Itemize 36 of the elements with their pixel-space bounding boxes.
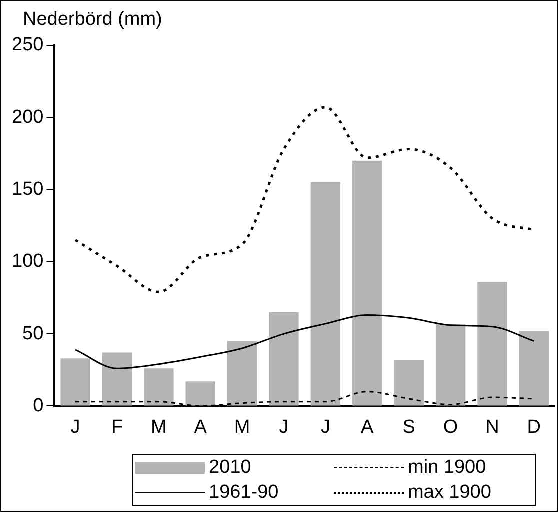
legend-label: 2010 xyxy=(209,456,252,478)
y-tick-label: 200 xyxy=(12,106,44,128)
y-tick-label: 250 xyxy=(12,34,44,56)
x-tick-label: J xyxy=(320,416,330,438)
bar xyxy=(227,341,258,406)
legend-label: max 1900 xyxy=(408,482,492,504)
bar xyxy=(352,160,382,406)
x-tick-label: M xyxy=(151,416,167,438)
y-tick-label: 50 xyxy=(22,323,44,344)
legend-label: min 1900 xyxy=(408,456,486,478)
bar xyxy=(102,352,132,406)
x-tick-label: F xyxy=(111,416,124,438)
bar xyxy=(60,358,90,406)
bar xyxy=(519,331,550,406)
bar xyxy=(144,368,174,406)
bar xyxy=(394,360,424,406)
x-tick-label: A xyxy=(361,416,374,438)
x-tick-label: D xyxy=(527,416,542,438)
y-tick-label: 150 xyxy=(12,178,44,200)
x-tick-label: O xyxy=(443,416,458,438)
legend-label: 1961-90 xyxy=(209,482,279,504)
bar xyxy=(436,324,466,406)
x-tick-label: N xyxy=(486,416,500,438)
bar xyxy=(186,382,216,406)
y-axis-title: Nederbörd (mm) xyxy=(23,9,162,31)
bar xyxy=(478,282,508,406)
y-tick-label: 0 xyxy=(33,395,44,416)
line-series xyxy=(74,314,535,370)
bar xyxy=(310,182,341,406)
bar xyxy=(269,312,299,406)
y-tick-label: 100 xyxy=(12,251,44,272)
x-tick-label: J xyxy=(70,416,80,438)
x-tick-label: M xyxy=(234,416,250,438)
x-tick-label: J xyxy=(279,416,289,438)
x-tick-label: A xyxy=(194,416,208,438)
x-tick-label: S xyxy=(402,416,416,438)
